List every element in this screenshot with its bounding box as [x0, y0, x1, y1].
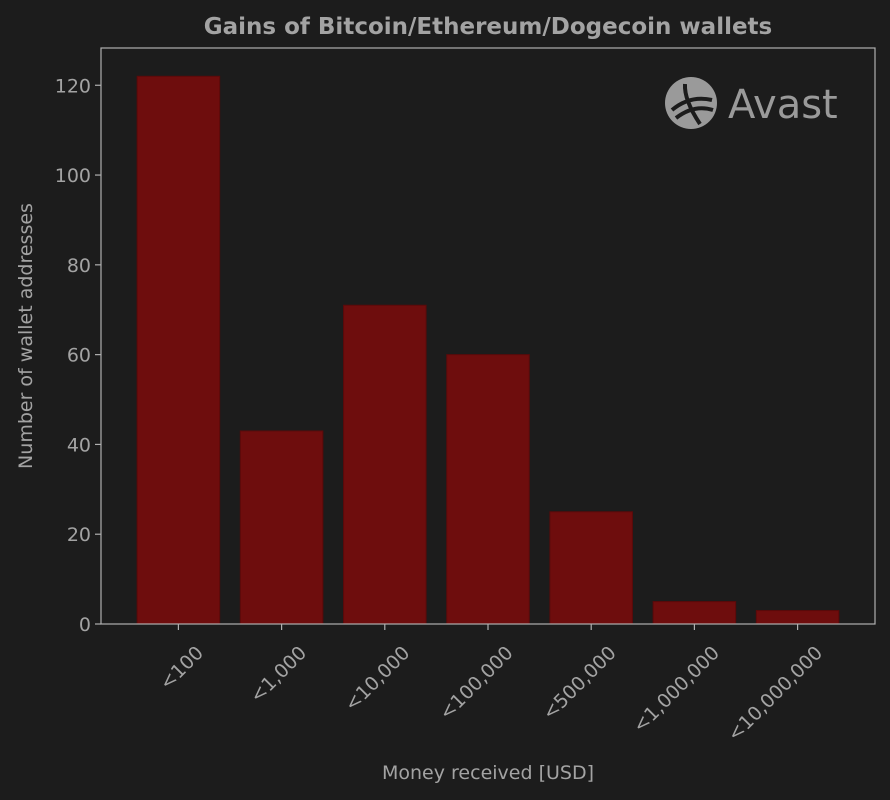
y-tick-label: 0 — [79, 614, 91, 636]
logo: Avast — [665, 77, 838, 129]
watermark: Avast — [728, 82, 838, 128]
y-tick-label: 80 — [67, 255, 91, 277]
plot-area — [136, 75, 840, 625]
y-tick-label: 100 — [55, 165, 91, 187]
bar — [549, 511, 633, 625]
bar — [755, 610, 840, 625]
y-axis-label: Number of wallet addresses — [15, 203, 37, 469]
y-tick-label: 20 — [67, 524, 91, 546]
bar — [136, 75, 221, 625]
bar — [446, 354, 530, 625]
y-tick-label: 120 — [55, 75, 91, 97]
y-tick-label: 60 — [67, 345, 91, 367]
bar — [239, 430, 324, 625]
logo-icon-detail — [670, 83, 714, 126]
y-tick-label: 40 — [67, 434, 91, 456]
chart-title: Gains of Bitcoin/Ethereum/Dogecoin walle… — [204, 14, 773, 40]
bar — [343, 304, 427, 625]
logo-icon — [665, 77, 717, 129]
x-axis-label: Money received [USD] — [382, 762, 594, 784]
bar — [652, 601, 737, 625]
